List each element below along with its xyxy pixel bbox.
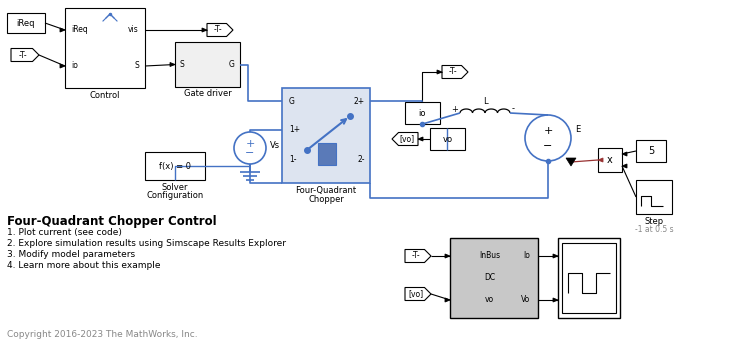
Text: iReq: iReq <box>71 26 87 35</box>
Bar <box>558 238 620 318</box>
Text: InBus: InBus <box>479 252 500 261</box>
Bar <box>282 88 370 183</box>
Text: Solver: Solver <box>162 182 188 191</box>
Bar <box>562 243 616 313</box>
Text: vo: vo <box>443 135 453 144</box>
Text: +: + <box>543 126 553 136</box>
Text: −: − <box>543 141 553 151</box>
Bar <box>636 140 666 162</box>
Polygon shape <box>405 249 431 263</box>
Polygon shape <box>598 158 603 162</box>
Text: -: - <box>512 104 515 113</box>
Text: 2-: 2- <box>357 155 365 164</box>
Circle shape <box>525 115 571 161</box>
Bar <box>405 102 440 124</box>
Bar <box>636 180 672 214</box>
Polygon shape <box>442 65 468 79</box>
Text: f(x) = 0: f(x) = 0 <box>159 162 191 171</box>
Polygon shape <box>622 152 627 156</box>
Polygon shape <box>11 48 39 62</box>
Text: Vs: Vs <box>270 140 280 149</box>
Bar <box>450 238 538 318</box>
Circle shape <box>234 132 266 164</box>
Text: DC: DC <box>484 273 495 282</box>
Text: +: + <box>246 139 254 149</box>
Bar <box>430 128 465 150</box>
Text: 1-: 1- <box>289 155 297 164</box>
Text: -T-: -T- <box>214 26 222 35</box>
Polygon shape <box>622 164 627 168</box>
Bar <box>318 143 336 165</box>
Text: Io: Io <box>523 252 530 261</box>
Text: Vo: Vo <box>521 295 530 304</box>
Polygon shape <box>207 24 233 36</box>
Text: Configuration: Configuration <box>147 191 203 200</box>
Text: S: S <box>180 60 184 69</box>
Text: vo: vo <box>485 295 494 304</box>
Text: E: E <box>575 126 580 135</box>
Text: S: S <box>134 62 139 71</box>
Bar <box>145 152 205 180</box>
Text: vis: vis <box>128 26 139 35</box>
Text: 3. Modify model parameters: 3. Modify model parameters <box>7 250 135 259</box>
Text: -T-: -T- <box>412 252 421 261</box>
Polygon shape <box>445 298 450 302</box>
Polygon shape <box>202 28 207 32</box>
Polygon shape <box>405 288 431 300</box>
Text: [vo]: [vo] <box>399 135 415 144</box>
Text: -T-: -T- <box>448 67 457 76</box>
Text: Step: Step <box>644 218 663 227</box>
Text: io: io <box>71 62 78 71</box>
Text: Chopper: Chopper <box>308 195 344 204</box>
Text: Four-Quadrant Chopper Control: Four-Quadrant Chopper Control <box>7 215 217 228</box>
Text: Control: Control <box>90 91 120 100</box>
Polygon shape <box>566 158 576 166</box>
Polygon shape <box>392 133 418 146</box>
Text: iReq: iReq <box>17 18 35 27</box>
Text: x: x <box>607 155 613 165</box>
Text: 2+: 2+ <box>354 97 365 106</box>
Bar <box>7 13 45 33</box>
Text: −: − <box>246 148 254 158</box>
Text: G: G <box>289 97 295 106</box>
Text: +: + <box>451 104 458 113</box>
Text: L: L <box>483 97 487 106</box>
Polygon shape <box>437 70 442 74</box>
Polygon shape <box>170 63 175 66</box>
Text: 1. Plot current (see code): 1. Plot current (see code) <box>7 228 122 237</box>
Polygon shape <box>445 254 450 258</box>
Bar <box>65 8 145 88</box>
Bar <box>598 148 622 172</box>
Text: Four-Quadrant: Four-Quadrant <box>295 186 356 195</box>
Text: 4. Learn more about this example: 4. Learn more about this example <box>7 261 160 270</box>
Polygon shape <box>60 64 65 68</box>
Polygon shape <box>418 137 423 141</box>
Text: Copyright 2016-2023 The MathWorks, Inc.: Copyright 2016-2023 The MathWorks, Inc. <box>7 330 198 339</box>
Polygon shape <box>553 254 558 258</box>
Text: Gate driver: Gate driver <box>184 90 231 99</box>
Bar <box>175 42 240 87</box>
Text: -T-: -T- <box>19 51 27 60</box>
Text: 1+: 1+ <box>289 126 300 135</box>
Polygon shape <box>553 298 558 302</box>
Text: [vo]: [vo] <box>408 290 424 299</box>
Polygon shape <box>60 28 65 32</box>
Text: G: G <box>229 60 235 69</box>
Text: -1 at 0.5 s: -1 at 0.5 s <box>635 226 674 235</box>
Text: 2. Explore simulation results using Simscape Results Explorer: 2. Explore simulation results using Sims… <box>7 239 286 248</box>
Text: 5: 5 <box>648 146 654 156</box>
Text: io: io <box>418 109 426 118</box>
